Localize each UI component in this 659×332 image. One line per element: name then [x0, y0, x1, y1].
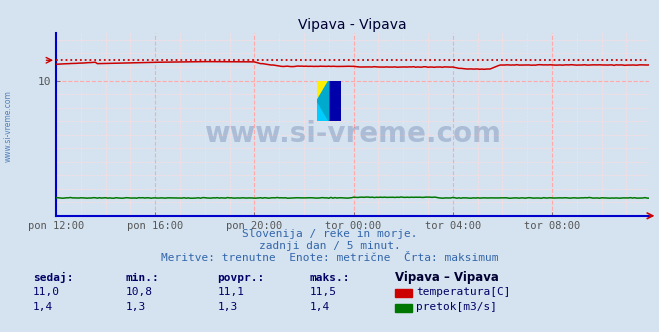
Text: zadnji dan / 5 minut.: zadnji dan / 5 minut.: [258, 241, 401, 251]
Text: min.:: min.:: [125, 273, 159, 283]
Text: 11,1: 11,1: [217, 288, 244, 297]
Text: 11,0: 11,0: [33, 288, 60, 297]
Text: 1,4: 1,4: [310, 302, 330, 312]
Text: 1,4: 1,4: [33, 302, 53, 312]
Text: Meritve: trenutne  Enote: metrične  Črta: maksimum: Meritve: trenutne Enote: metrične Črta: …: [161, 253, 498, 263]
Text: pretok[m3/s]: pretok[m3/s]: [416, 302, 498, 312]
Text: www.si-vreme.com: www.si-vreme.com: [204, 120, 501, 148]
Text: povpr.:: povpr.:: [217, 273, 265, 283]
Title: Vipava - Vipava: Vipava - Vipava: [299, 18, 407, 32]
Text: www.si-vreme.com: www.si-vreme.com: [3, 90, 13, 162]
Text: temperatura[C]: temperatura[C]: [416, 288, 511, 297]
Text: Slovenija / reke in morje.: Slovenija / reke in morje.: [242, 229, 417, 239]
Text: 10,8: 10,8: [125, 288, 152, 297]
Text: Vipava – Vipava: Vipava – Vipava: [395, 271, 500, 284]
Text: 1,3: 1,3: [125, 302, 146, 312]
Text: maks.:: maks.:: [310, 273, 350, 283]
Text: 11,5: 11,5: [310, 288, 337, 297]
Text: sedaj:: sedaj:: [33, 272, 73, 283]
Text: 1,3: 1,3: [217, 302, 238, 312]
